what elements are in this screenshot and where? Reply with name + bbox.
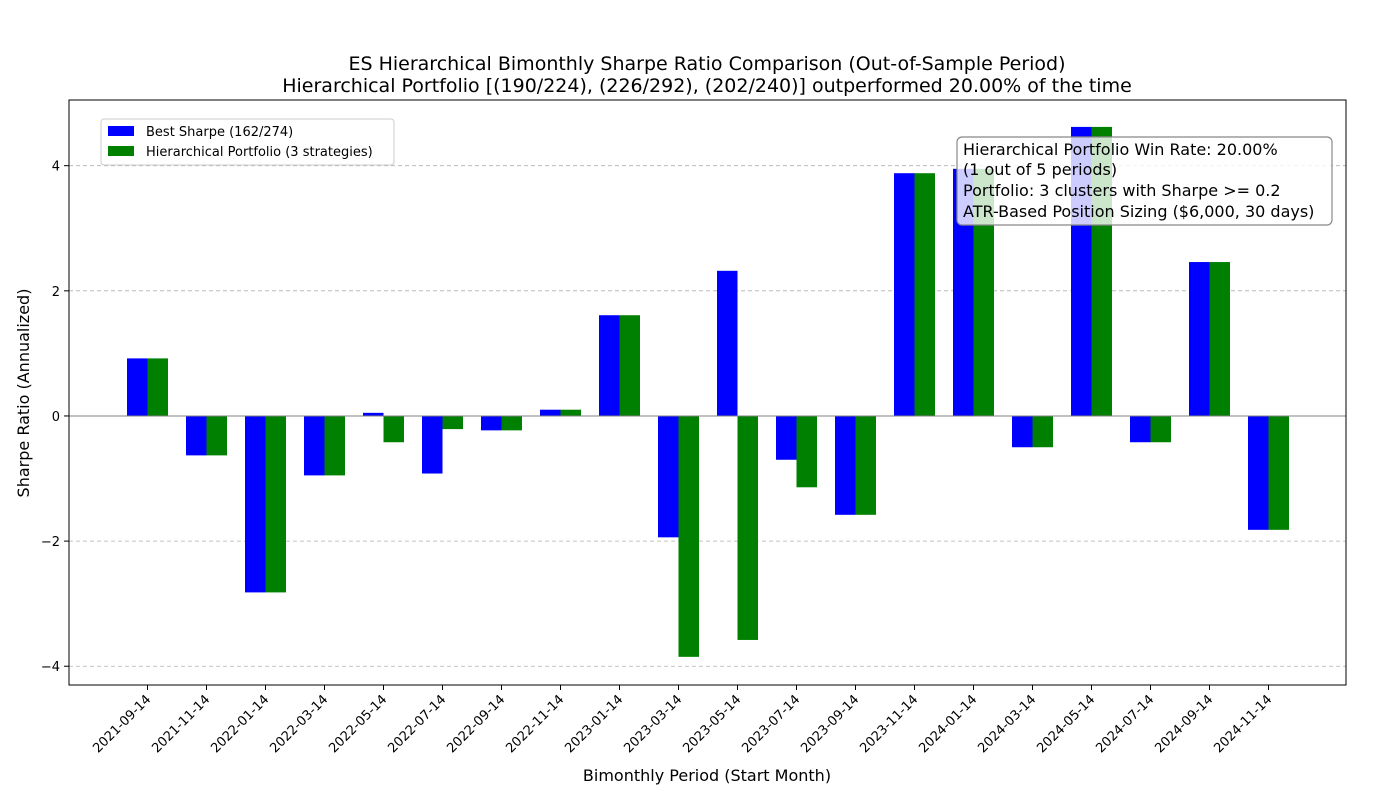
y-tick-label: 2 bbox=[52, 285, 60, 300]
bar-best-sharpe bbox=[894, 173, 915, 416]
x-tick-label: 2022-05-14 bbox=[326, 692, 390, 756]
bar-hierarchical bbox=[914, 173, 935, 416]
legend-label-hierarchical: Hierarchical Portfolio (3 strategies) bbox=[146, 145, 373, 160]
bars bbox=[127, 126, 1289, 657]
bar-hierarchical bbox=[619, 315, 640, 416]
bar-hierarchical bbox=[442, 415, 463, 430]
bar-best-sharpe bbox=[540, 409, 561, 416]
legend: Best Sharpe (162/274) Hierarchical Portf… bbox=[100, 118, 395, 166]
x-tick-label: 2024-11-14 bbox=[1211, 692, 1275, 756]
x-tick-label: 2024-03-14 bbox=[975, 692, 1039, 756]
bar-hierarchical bbox=[265, 415, 286, 593]
x-tick-label: 2022-09-14 bbox=[444, 692, 508, 756]
bar-hierarchical bbox=[147, 358, 168, 416]
x-tick-label: 2023-11-14 bbox=[857, 692, 921, 756]
annotation-line-periods: (1 out of 5 periods) bbox=[963, 160, 1117, 179]
x-tick-label: 2023-01-14 bbox=[562, 692, 626, 756]
bar-best-sharpe bbox=[599, 315, 620, 416]
bar-hierarchical bbox=[1032, 415, 1053, 448]
bar-best-sharpe bbox=[1248, 415, 1269, 530]
legend-frame bbox=[100, 118, 395, 166]
legend-label-best-sharpe: Best Sharpe (162/274) bbox=[146, 125, 293, 140]
x-tick-label: 2024-05-14 bbox=[1034, 692, 1098, 756]
chart-title: ES Hierarchical Bimonthly Sharpe Ratio C… bbox=[348, 53, 1065, 75]
x-tick-label: 2024-09-14 bbox=[1152, 692, 1216, 756]
plot-frame bbox=[68, 99, 1347, 686]
bar-hierarchical bbox=[855, 415, 876, 515]
y-tick-label: 4 bbox=[52, 160, 60, 175]
bar-best-sharpe bbox=[1189, 262, 1210, 416]
y-tick-label: 0 bbox=[52, 410, 60, 425]
bar-best-sharpe bbox=[422, 415, 443, 474]
bar-hierarchical bbox=[383, 415, 404, 443]
x-tick-label: 2023-05-14 bbox=[680, 692, 744, 756]
x-ticks: 2021-09-142021-11-142022-01-142022-03-14… bbox=[90, 685, 1275, 756]
chart-subtitle: Hierarchical Portfolio [(190/224), (226/… bbox=[282, 75, 1132, 97]
x-tick-label: 2022-07-14 bbox=[385, 692, 449, 756]
bar-best-sharpe bbox=[658, 415, 679, 538]
annotation-box bbox=[956, 136, 1333, 226]
x-tick-label: 2022-11-14 bbox=[503, 692, 567, 756]
x-tick-label: 2023-07-14 bbox=[739, 692, 803, 756]
bar-hierarchical bbox=[560, 409, 581, 416]
y-tick-label: −4 bbox=[41, 660, 60, 675]
bar-best-sharpe bbox=[245, 415, 266, 593]
bar-best-sharpe bbox=[776, 415, 797, 460]
legend-swatch-hierarchical bbox=[108, 146, 134, 156]
x-tick-label: 2021-11-14 bbox=[149, 692, 213, 756]
bar-best-sharpe bbox=[363, 412, 384, 416]
y-ticks: −4 −2 0 2 4 bbox=[41, 160, 69, 675]
bar-best-sharpe bbox=[127, 358, 148, 416]
annotation-line-sizing: ATR-Based Position Sizing ($6,000, 30 da… bbox=[963, 202, 1314, 221]
bar-best-sharpe bbox=[1012, 415, 1033, 448]
bar-best-sharpe bbox=[186, 415, 207, 456]
bar-hierarchical bbox=[737, 415, 758, 640]
x-axis-label: Bimonthly Period (Start Month) bbox=[583, 766, 831, 785]
annotation-line-win-rate: Hierarchical Portfolio Win Rate: 20.00% bbox=[963, 140, 1278, 159]
bar-best-sharpe bbox=[481, 415, 502, 431]
x-tick-label: 2023-03-14 bbox=[621, 692, 685, 756]
bar-hierarchical bbox=[206, 415, 227, 456]
win-rate-annotation: Hierarchical Portfolio Win Rate: 20.00% … bbox=[956, 136, 1333, 226]
x-tick-label: 2022-03-14 bbox=[267, 692, 331, 756]
bar-best-sharpe bbox=[835, 415, 856, 515]
legend-swatch-best-sharpe bbox=[108, 126, 134, 136]
y-axis-label: Sharpe Ratio (Annualized) bbox=[14, 289, 33, 498]
x-tick-label: 2023-09-14 bbox=[798, 692, 862, 756]
bar-best-sharpe bbox=[953, 168, 974, 416]
bar-hierarchical bbox=[501, 415, 522, 431]
bar-hierarchical bbox=[324, 415, 345, 476]
x-tick-label: 2021-09-14 bbox=[90, 692, 154, 756]
bar-best-sharpe bbox=[1130, 415, 1151, 443]
bar-hierarchical bbox=[678, 415, 699, 657]
bar-hierarchical bbox=[796, 415, 817, 488]
x-tick-label: 2024-01-14 bbox=[916, 692, 980, 756]
bar-hierarchical bbox=[1268, 415, 1289, 530]
bar-best-sharpe bbox=[717, 270, 738, 416]
axes bbox=[68, 99, 1347, 686]
bar-hierarchical bbox=[1209, 262, 1230, 416]
y-tick-label: −2 bbox=[41, 535, 60, 550]
bar-hierarchical bbox=[1150, 415, 1171, 443]
annotation-line-clusters: Portfolio: 3 clusters with Sharpe >= 0.2 bbox=[963, 181, 1281, 200]
x-tick-label: 2022-01-14 bbox=[208, 692, 272, 756]
x-tick-label: 2024-07-14 bbox=[1093, 692, 1157, 756]
bar-best-sharpe bbox=[304, 415, 325, 476]
bar-hierarchical bbox=[973, 168, 994, 416]
